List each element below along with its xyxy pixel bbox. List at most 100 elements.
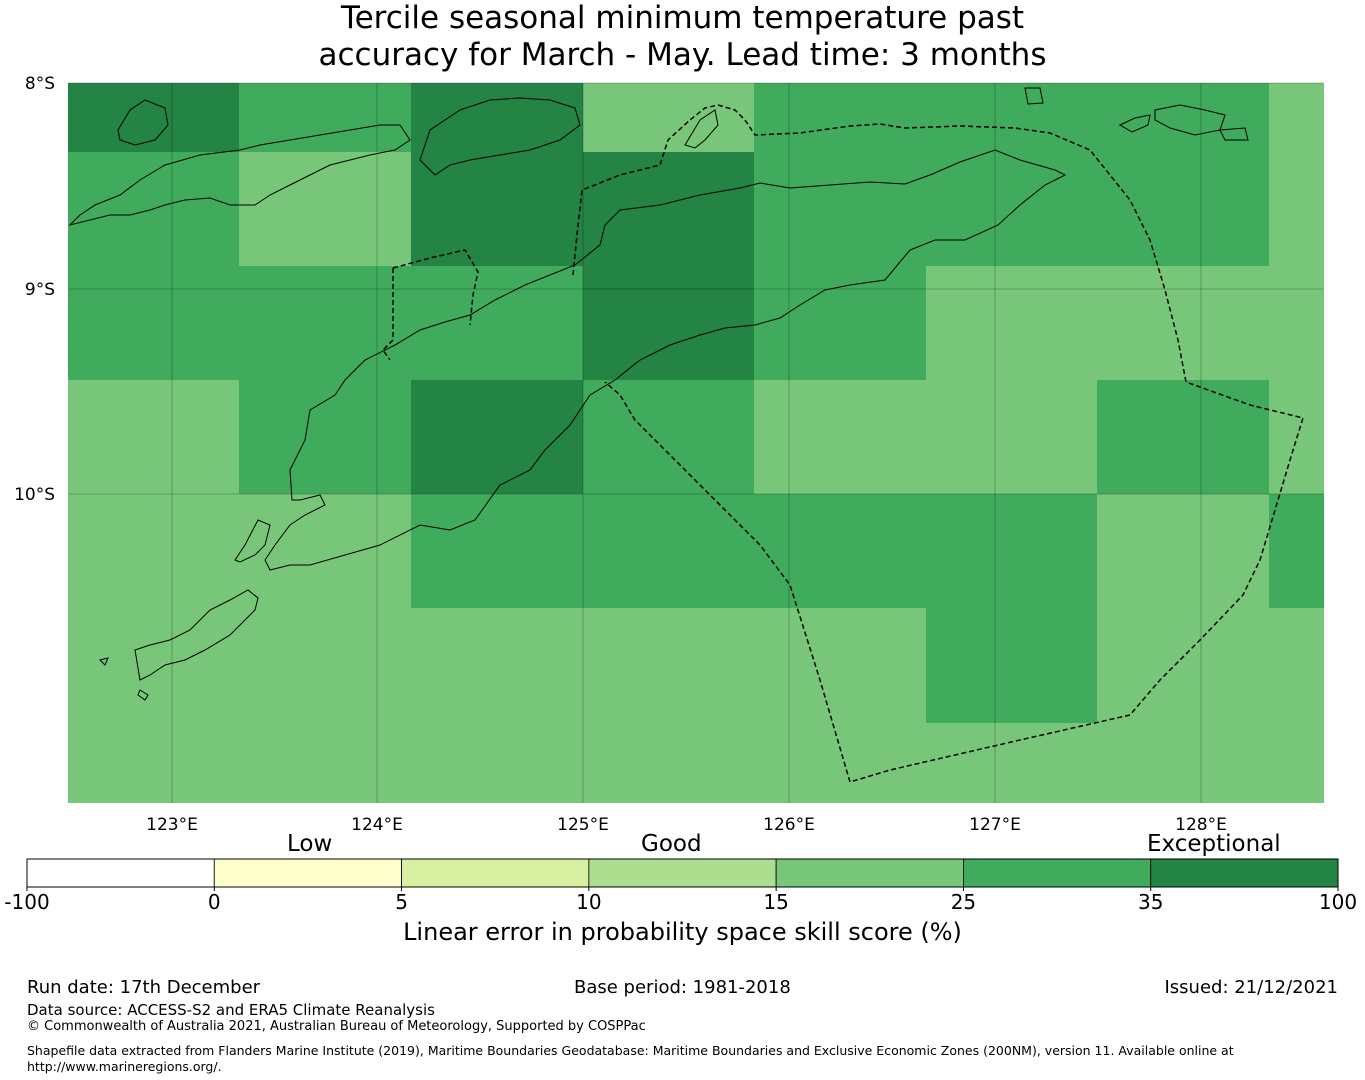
skill-cell xyxy=(239,608,411,723)
skill-cell xyxy=(1097,494,1269,608)
skill-cell xyxy=(68,83,239,152)
base-period: Base period: 1981-2018 xyxy=(574,977,791,998)
atauro-coastline xyxy=(684,109,719,149)
pantar-coastline xyxy=(117,99,169,146)
skill-cell xyxy=(1269,266,1324,380)
skill-cell xyxy=(68,723,239,803)
skill-cell xyxy=(754,83,926,152)
skill-cell xyxy=(411,380,583,494)
skill-cell xyxy=(239,266,411,380)
longitude-label: 127°E xyxy=(969,815,1021,835)
colorbar-segment xyxy=(401,858,590,888)
latitude-label: 9°S xyxy=(25,280,55,300)
skill-cell xyxy=(926,380,1097,494)
skill-cell xyxy=(754,494,926,608)
skill-cell xyxy=(754,266,926,380)
skill-cell xyxy=(926,608,1097,723)
category-low: Low xyxy=(287,831,333,857)
skill-cell xyxy=(411,266,583,380)
rote-coastline xyxy=(234,519,271,563)
colorbar-tick-label: 10 xyxy=(576,890,601,914)
skill-cell xyxy=(411,723,583,803)
skill-cell xyxy=(411,608,583,723)
category-good: Good xyxy=(641,831,702,857)
skill-cell xyxy=(411,83,583,152)
oecusse-eez-boundary xyxy=(382,249,479,361)
latitude-label: 10°S xyxy=(14,485,55,505)
colorbar-segment xyxy=(1150,858,1339,888)
skill-cell xyxy=(411,152,583,266)
skill-cell xyxy=(926,723,1097,803)
wetar-coastline xyxy=(1118,104,1249,141)
skill-cell xyxy=(239,494,411,608)
west-timor-eez-boundary xyxy=(572,104,746,276)
skill-cell xyxy=(926,83,1097,152)
copyright: © Commonwealth of Australia 2021, Austra… xyxy=(27,1019,646,1034)
skill-cell xyxy=(583,723,754,803)
colorbar-frame xyxy=(26,858,1339,888)
skill-cell xyxy=(239,152,411,266)
colorbar-tick-label: 35 xyxy=(1138,890,1163,914)
title-line-1: Tercile seasonal minimum temperature pas… xyxy=(340,0,1025,36)
skill-cell xyxy=(1269,723,1324,803)
colorbar-tick-label: 5 xyxy=(395,890,408,914)
maritime-boundaries xyxy=(382,104,1304,783)
skill-cell xyxy=(926,494,1097,608)
skill-cell xyxy=(411,494,583,608)
colorbar: -100 0 5 10 15 25 35 100 xyxy=(4,858,1357,914)
skill-cell xyxy=(1269,494,1324,608)
coastlines xyxy=(68,87,1249,701)
skill-cell xyxy=(926,266,1097,380)
longitude-label: 124°E xyxy=(351,815,403,835)
skill-cell xyxy=(1269,152,1324,266)
shapefile-credit: Shapefile data extracted from Flanders M… xyxy=(27,1043,1234,1075)
skill-cell xyxy=(1269,83,1324,152)
colorbar-segment xyxy=(26,858,215,888)
skill-cell xyxy=(583,608,754,723)
shapefile-credit-line-2: http://www.marineregions.org/. xyxy=(27,1059,222,1074)
skill-cell xyxy=(754,608,926,723)
colorbar-label: Linear error in probability space skill … xyxy=(403,918,962,946)
skill-cell xyxy=(1097,266,1269,380)
skill-cell xyxy=(68,494,239,608)
alor-coastline xyxy=(68,124,411,226)
skill-cell xyxy=(1097,380,1269,494)
longitude-label: 128°E xyxy=(1175,815,1227,835)
longitude-label: 123°E xyxy=(146,815,198,835)
shapefile-credit-line-1: Shapefile data extracted from Flanders M… xyxy=(27,1043,1234,1058)
liran-coastline xyxy=(1024,87,1044,105)
skill-cell xyxy=(68,380,239,494)
longitude-label: 126°E xyxy=(763,815,815,835)
colorbar-tick-label: 100 xyxy=(1319,890,1357,914)
skill-cell xyxy=(1097,83,1269,152)
colorbar-tick-label: -100 xyxy=(4,890,49,914)
issued-date: Issued: 21/12/2021 xyxy=(1164,977,1338,998)
skill-cell xyxy=(583,266,754,380)
skill-cell xyxy=(1097,723,1269,803)
savu-coastline xyxy=(99,589,259,701)
data-source: Data source: ACCESS-S2 and ERA5 Climate … xyxy=(27,1001,435,1019)
skill-cell xyxy=(239,723,411,803)
title-line-2: accuracy for March - May. Lead time: 3 m… xyxy=(318,37,1047,73)
skill-cell xyxy=(583,380,754,494)
category-exceptional: Exceptional xyxy=(1147,831,1281,857)
colorbar-tick-label: 0 xyxy=(208,890,221,914)
skill-cell xyxy=(1269,608,1324,723)
skill-cell xyxy=(1097,608,1269,723)
timor-coastline xyxy=(264,149,1067,571)
colorbar-tick-label: 25 xyxy=(951,890,976,914)
chart-title: Tercile seasonal minimum temperature pas… xyxy=(0,0,1365,74)
colorbar-segment xyxy=(213,858,402,888)
skill-cell xyxy=(926,152,1097,266)
skill-cell xyxy=(583,83,754,152)
skill-cell xyxy=(754,723,926,803)
skill-cell xyxy=(754,380,926,494)
colorbar-segment xyxy=(963,858,1152,888)
colorbar-segment xyxy=(588,858,777,888)
skill-cell xyxy=(754,152,926,266)
skill-cell xyxy=(239,83,411,152)
skill-cell xyxy=(1097,152,1269,266)
colorbar-segment xyxy=(775,858,964,888)
alor-island-coastline xyxy=(419,97,581,176)
